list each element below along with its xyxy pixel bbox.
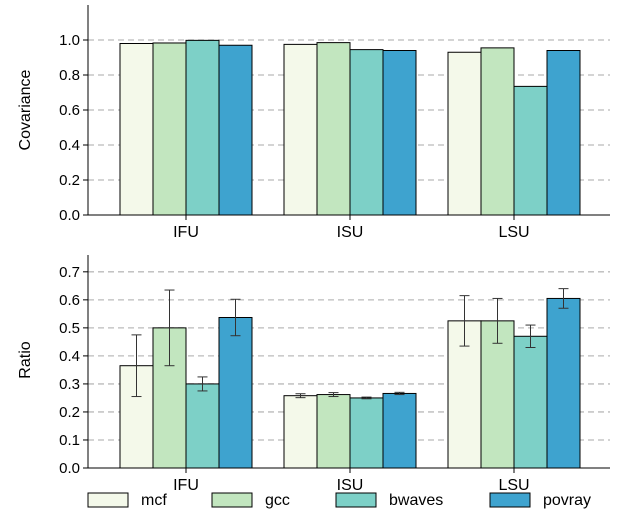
y-tick-label: 0.0 <box>59 207 80 224</box>
bar-gcc-lsu <box>480 47 515 216</box>
legend-label-povray: povray <box>543 492 591 509</box>
y-tick-label: 0.6 <box>59 102 80 119</box>
legend-swatch-mcf <box>87 492 129 508</box>
legend-label-bwaves: bwaves <box>389 492 443 509</box>
bar-bwaves-ifu <box>185 383 220 469</box>
category-label-ifu: IFU <box>173 224 199 241</box>
y-axis-title: Covariance <box>17 69 34 150</box>
category-label-isu: ISU <box>337 224 364 241</box>
bar-mcf-lsu <box>447 51 482 216</box>
legend-label-mcf: mcf <box>141 492 167 509</box>
bar-mcf-isu <box>283 43 318 216</box>
legend-swatch-povray <box>489 492 531 508</box>
bar-povray-ifu <box>218 44 253 216</box>
bar-bwaves-lsu <box>513 85 548 216</box>
y-tick-label: 0.0 <box>59 460 80 477</box>
legend-swatch-gcc <box>211 492 253 508</box>
y-tick-label: 0.3 <box>59 376 80 393</box>
y-tick-label: 0.2 <box>59 404 80 421</box>
ratio-panel: 0.0 0.1 0.2 0.3 0.4 0.5 0.6 0.7 Ratio IFU ISU LSU <box>17 255 610 494</box>
bar-bwaves-isu <box>349 49 384 216</box>
bar-povray-lsu <box>546 50 581 216</box>
legend-label-gcc: gcc <box>265 492 290 509</box>
bar-gcc-ifu <box>152 42 187 216</box>
y-tick-label: 0.5 <box>59 320 80 337</box>
y-axis-title: Ratio <box>17 341 34 378</box>
bar-mcf-ifu <box>119 43 154 216</box>
y-tick-label: 1.0 <box>59 32 80 49</box>
bar-gcc-lsu <box>480 320 515 469</box>
bar-povray-ifu <box>218 316 253 469</box>
legend: mcf gcc bwaves povray <box>87 492 591 509</box>
category-label-ifu: IFU <box>173 477 199 494</box>
bar-povray-isu <box>382 50 417 216</box>
bar-mcf-isu <box>283 395 318 469</box>
bar-bwaves-ifu <box>185 39 220 216</box>
y-tick-label: 0.1 <box>59 432 80 449</box>
y-tick-label: 0.4 <box>59 137 80 154</box>
bar-gcc-isu <box>316 394 351 469</box>
bar-bwaves-isu <box>349 397 384 469</box>
category-label-lsu: LSU <box>498 477 529 494</box>
bar-povray-isu <box>382 392 417 469</box>
category-label-isu: ISU <box>337 477 364 494</box>
y-tick-label: 0.4 <box>59 348 80 365</box>
y-tick-label: 0.7 <box>59 264 80 281</box>
category-label-lsu: LSU <box>498 224 529 241</box>
bar-gcc-isu <box>316 42 351 216</box>
y-tick-label: 0.6 <box>59 292 80 309</box>
y-tick-label: 0.2 <box>59 172 80 189</box>
legend-swatch-bwaves <box>335 492 377 508</box>
bar-bwaves-lsu <box>513 335 548 469</box>
y-tick-label: 0.8 <box>59 67 80 84</box>
covariance-panel: 0.0 0.2 0.4 0.6 0.8 1.0 Covariance IFU ISU LSU <box>17 5 610 241</box>
bar-povray-lsu <box>546 297 581 469</box>
